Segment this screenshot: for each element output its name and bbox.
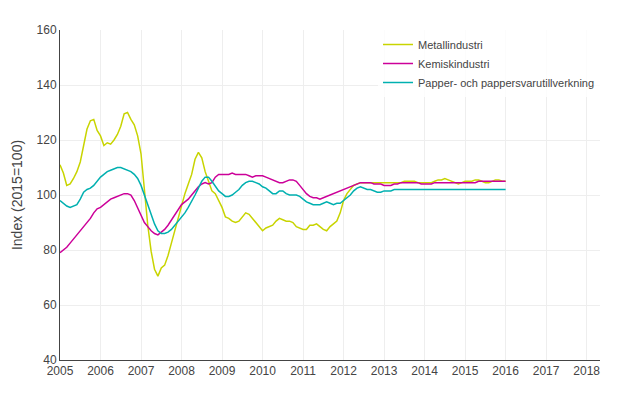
svg-text:160: 160 [37, 23, 57, 37]
svg-text:100: 100 [37, 188, 57, 202]
svg-text:2012: 2012 [330, 364, 357, 378]
svg-text:Kemiskindustri: Kemiskindustri [418, 58, 490, 70]
svg-text:2013: 2013 [371, 364, 398, 378]
svg-text:2018: 2018 [573, 364, 600, 378]
svg-text:60: 60 [43, 298, 57, 312]
svg-text:140: 140 [37, 78, 57, 92]
svg-text:2011: 2011 [290, 364, 316, 378]
svg-text:2009: 2009 [209, 364, 236, 378]
svg-text:Papper- och pappersvarutillver: Papper- och pappersvarutillverkning [418, 77, 594, 89]
svg-text:2016: 2016 [492, 364, 519, 378]
svg-text:2007: 2007 [128, 364, 155, 378]
svg-text:2006: 2006 [87, 364, 114, 378]
svg-text:Index (2015=100): Index (2015=100) [9, 140, 25, 250]
svg-text:40: 40 [43, 353, 57, 367]
svg-text:2017: 2017 [533, 364, 560, 378]
svg-text:2005: 2005 [47, 364, 74, 378]
svg-text:2015: 2015 [452, 364, 479, 378]
svg-text:2010: 2010 [249, 364, 276, 378]
svg-text:Metallindustri: Metallindustri [418, 39, 483, 51]
svg-text:2014: 2014 [411, 364, 438, 378]
svg-text:120: 120 [37, 133, 57, 147]
svg-text:80: 80 [43, 243, 57, 257]
svg-text:2008: 2008 [168, 364, 195, 378]
